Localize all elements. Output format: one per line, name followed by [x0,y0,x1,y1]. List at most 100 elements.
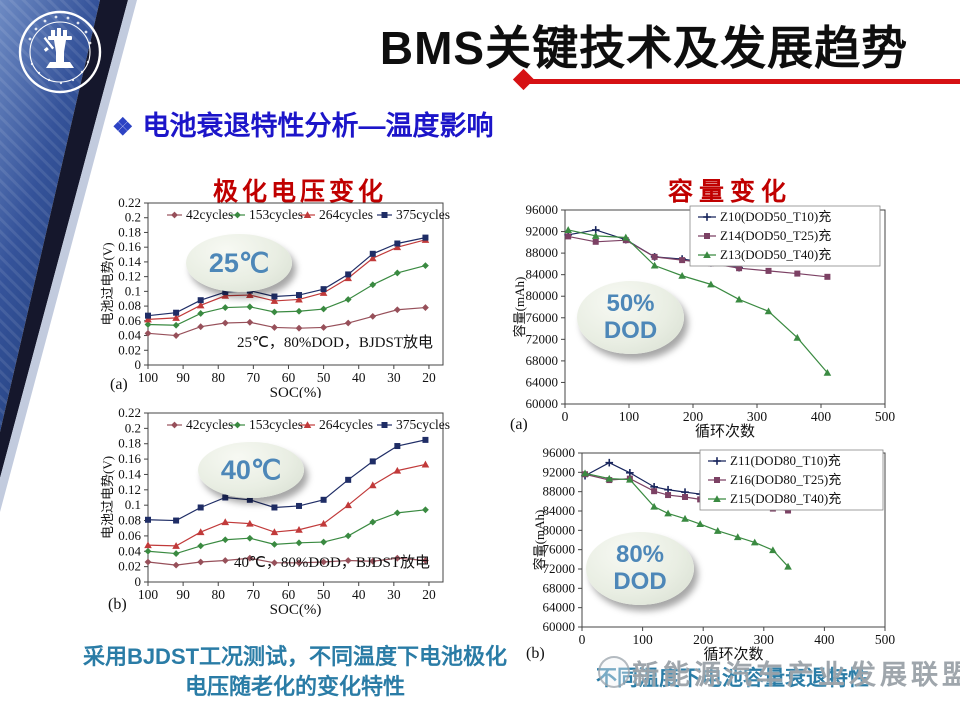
svg-text:0.02: 0.02 [118,559,141,574]
svg-text:0: 0 [135,574,142,589]
svg-text:40℃，80%DOD，BJDST放电: 40℃，80%DOD，BJDST放电 [234,554,430,571]
svg-text:60000: 60000 [526,396,559,411]
svg-text:500: 500 [875,409,896,424]
svg-text:0.04: 0.04 [118,328,141,343]
svg-text:0.18: 0.18 [118,436,141,451]
svg-text:60: 60 [282,587,296,602]
badge-text: DOD [613,567,667,595]
watermark-logo-icon [598,656,630,688]
line-chart-svg: 00.020.040.060.080.10.120.140.160.180.20… [100,195,450,401]
svg-text:50: 50 [317,370,331,385]
svg-text:容量(mAh): 容量(mAh) [512,277,527,338]
svg-text:300: 300 [754,632,775,647]
svg-text:25℃，80%DOD，BJDST放电: 25℃，80%DOD，BJDST放电 [237,334,433,351]
badge-temperature-25c: 25℃ [186,234,292,292]
svg-text:400: 400 [811,409,832,424]
svg-text:68000: 68000 [543,580,576,595]
svg-text:200: 200 [693,632,714,647]
svg-text:76000: 76000 [543,542,576,557]
svg-text:容量(mAh): 容量(mAh) [532,510,547,571]
svg-text:0.22: 0.22 [118,408,141,420]
svg-text:60: 60 [282,370,296,385]
svg-text:0: 0 [562,409,569,424]
badge-dod-50: 50% DOD [577,281,684,354]
svg-text:92000: 92000 [543,464,576,479]
svg-text:(b): (b) [108,596,127,613]
svg-text:0.06: 0.06 [118,313,141,328]
svg-text:70: 70 [247,370,261,385]
badge-dod-80: 80% DOD [586,532,694,605]
svg-text:70: 70 [247,587,261,602]
svg-text:153cycles: 153cycles [249,417,303,432]
svg-text:40: 40 [352,370,366,385]
svg-text:0.16: 0.16 [118,451,141,466]
svg-text:0: 0 [579,632,586,647]
svg-text:96000: 96000 [543,445,576,460]
line-chart-svg: 60000 64000 68000 72000 76000 80000 84000 88000… [526,445,896,663]
caption-left-line1: 采用BJDST工况测试，不同温度下电池极化 [82,644,508,669]
svg-text:64000: 64000 [526,374,559,389]
svg-text:SOC(%): SOC(%) [270,602,322,618]
svg-text:0.2: 0.2 [125,210,141,225]
svg-text:40: 40 [352,587,366,602]
svg-text:88000: 88000 [526,245,559,260]
svg-text:Z11(DOD80_T10)充: Z11(DOD80_T10)充 [730,453,841,468]
svg-text:20: 20 [422,370,436,385]
badge-text: 25℃ [208,247,270,278]
svg-text:76000: 76000 [526,310,559,325]
svg-text:0.22: 0.22 [118,198,141,210]
badge-text: 80% [615,540,665,568]
chart-polarization-40c: 0 0.02 0.04 0.06 0.08 0.1 0.12 0.14 0.16 0.18 0.2 0… [100,405,460,620]
svg-text:42cycles: 42cycles [186,417,233,432]
accent-underline [528,79,960,84]
svg-text:500: 500 [875,632,896,647]
svg-text:Z15(DOD80_T40)充: Z15(DOD80_T40)充 [730,491,841,506]
svg-text:80: 80 [211,370,225,385]
svg-text:电池过电势(V): 电池过电势(V) [100,242,115,325]
svg-text:200: 200 [683,409,704,424]
svg-text:0.02: 0.02 [118,342,141,357]
svg-text:60000: 60000 [543,619,576,634]
caption-right: 不同温度下电池容量衰退特性 [596,667,869,690]
svg-text:42cycles: 42cycles [186,207,233,222]
svg-text:Z10(DOD50_T10)充: Z10(DOD50_T10)充 [720,209,831,224]
svg-text:100: 100 [619,409,640,424]
svg-text:(a): (a) [510,416,528,433]
svg-text:96000: 96000 [526,202,559,217]
svg-text:0.04: 0.04 [118,543,141,558]
svg-text:0.16: 0.16 [118,239,141,254]
caption-left: 采用BJDST工况测试，不同温度下电池极化 电压随老化的变化特性 [58,642,532,701]
svg-text:0.12: 0.12 [118,269,141,284]
section-title: 电池衰退特性分析—温度影响 [142,111,494,141]
svg-text:100: 100 [632,632,653,647]
svg-text:0.1: 0.1 [125,283,141,298]
svg-text:0.14: 0.14 [118,254,141,269]
svg-text:80000: 80000 [543,522,576,537]
svg-text:100: 100 [138,370,159,385]
svg-text:0.06: 0.06 [118,528,141,543]
svg-text:30: 30 [387,370,401,385]
badge-temperature-40c: 40℃ [198,442,304,498]
svg-text:0.14: 0.14 [118,466,141,481]
svg-text:Z16(DOD80_T25)充: Z16(DOD80_T25)充 [730,472,841,487]
svg-text:400: 400 [814,632,835,647]
badge-text: 40℃ [220,454,282,485]
svg-text:80: 80 [211,587,225,602]
svg-text:0: 0 [135,357,142,372]
svg-text:0.08: 0.08 [118,298,141,313]
svg-text:80000: 80000 [526,288,559,303]
line-chart-svg: 60000 64000 68000 72000 76000 80000 84000 88000… [510,202,896,440]
svg-text:88000: 88000 [543,484,576,499]
svg-text:90: 90 [176,587,190,602]
svg-text:90: 90 [176,370,190,385]
svg-text:68000: 68000 [526,353,559,368]
svg-text:循环次数: 循环次数 [703,646,763,663]
svg-text:(b): (b) [526,645,545,662]
line-chart-svg: 00.020.040.060.080.10.120.140.160.180.20… [100,405,450,618]
svg-text:92000: 92000 [526,224,559,239]
right-charts-title: 容量变化 [667,179,792,206]
svg-text:0.2: 0.2 [125,420,141,435]
badge-text: DOD [603,316,658,344]
svg-text:0.12: 0.12 [118,482,141,497]
